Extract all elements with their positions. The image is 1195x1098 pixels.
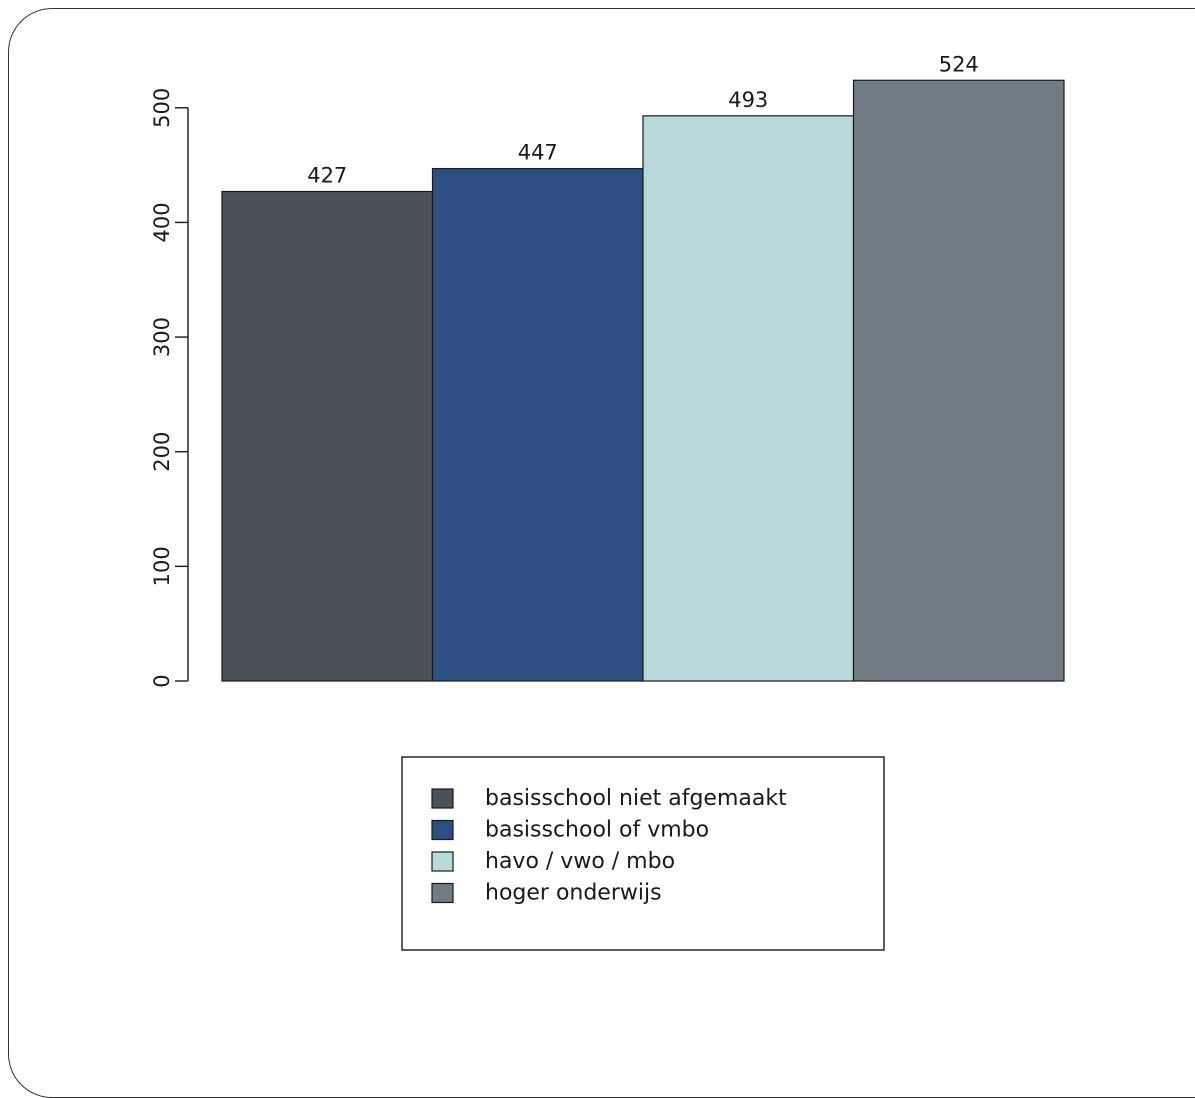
legend: basisschool niet afgemaakt basisschool of… <box>401 756 885 951</box>
legend-swatch <box>431 851 454 872</box>
bar <box>431 167 644 682</box>
y-tick-label: 200 <box>150 432 174 472</box>
bar <box>221 190 434 682</box>
data-label: 493 <box>728 88 768 112</box>
legend-swatch <box>431 819 454 841</box>
data-label: 447 <box>518 141 558 165</box>
y-axis: 0 100 200 300 400 500 <box>150 88 189 688</box>
legend-label: havo / vwo / mbo <box>485 849 675 874</box>
bars <box>221 79 1065 682</box>
legend-label: basisschool niet afgemaakt <box>485 786 787 811</box>
legend-swatch <box>431 882 454 904</box>
bar-chart: 0 100 200 300 400 500 427 447 493 524 basisschoo… <box>150 52 1065 951</box>
legend-label: basisschool of vmbo <box>485 818 709 843</box>
legend-label: hoger onderwijs <box>485 881 662 906</box>
data-label: 427 <box>307 163 347 187</box>
data-label: 524 <box>939 52 979 76</box>
y-tick-label: 300 <box>150 317 174 357</box>
data-labels: 427 447 493 524 <box>307 52 979 187</box>
legend-swatch <box>431 788 454 809</box>
bar <box>852 79 1065 682</box>
legend-box <box>401 756 885 951</box>
y-tick-label: 100 <box>150 546 174 586</box>
y-tick-label: 400 <box>150 202 174 242</box>
y-tick-label: 500 <box>150 88 174 128</box>
bar <box>642 115 855 682</box>
y-tick-label: 0 <box>150 674 174 687</box>
